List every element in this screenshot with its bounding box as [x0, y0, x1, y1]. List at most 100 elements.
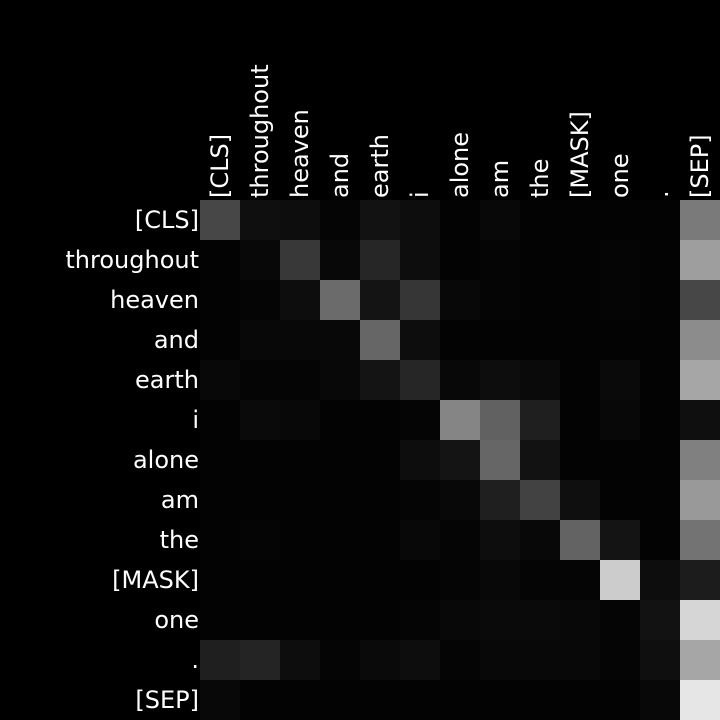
heatmap-cell: [640, 480, 680, 520]
heatmap-cell: [320, 680, 360, 720]
column-token-label: the: [526, 159, 554, 198]
heatmap-cell: [240, 640, 280, 680]
heatmap-cell: [520, 600, 560, 640]
heatmap-cell: [600, 400, 640, 440]
heatmap-cell: [440, 440, 480, 480]
heatmap-cell: [560, 200, 600, 240]
heatmap-cell: [200, 200, 240, 240]
heatmap-cell: [280, 440, 320, 480]
heatmap-cell: [640, 440, 680, 480]
column-token-label: i: [406, 191, 434, 198]
heatmap-cell: [640, 600, 680, 640]
heatmap-cell: [560, 240, 600, 280]
heatmap-cell: [600, 280, 640, 320]
heatmap-cell: [320, 400, 360, 440]
column-token-label: throughout: [246, 64, 274, 198]
heatmap-cell: [680, 480, 720, 520]
heatmap-cell: [440, 200, 480, 240]
heatmap-cell: [520, 200, 560, 240]
heatmap-cell: [560, 360, 600, 400]
heatmap-cell: [680, 200, 720, 240]
heatmap-cell: [360, 200, 400, 240]
heatmap-cell: [640, 680, 680, 720]
heatmap-cell: [360, 680, 400, 720]
heatmap-cell: [400, 640, 440, 680]
heatmap-cell: [680, 440, 720, 480]
heatmap-cell: [280, 480, 320, 520]
row-token-labels: [CLS] throughout heaven and earth i alone am the…: [65, 206, 199, 714]
heatmap-cell: [440, 680, 480, 720]
row-token-label: i: [192, 406, 199, 434]
heatmap-cell: [360, 360, 400, 400]
column-token-label: heaven: [286, 109, 314, 198]
heatmap-cell: [280, 560, 320, 600]
column-token-label: one: [606, 153, 634, 198]
heatmap-cell: [480, 680, 520, 720]
heatmap-cell: [440, 560, 480, 600]
heatmap-cell: [640, 320, 680, 360]
heatmap-cell: [320, 280, 360, 320]
heatmap-cell: [480, 360, 520, 400]
row-token-label: .: [191, 646, 199, 674]
heatmap-cell: [680, 400, 720, 440]
heatmap-cell: [520, 360, 560, 400]
heatmap-cell: [400, 400, 440, 440]
heatmap-cell: [200, 680, 240, 720]
heatmap-cell: [520, 480, 560, 520]
heatmap-cell: [320, 360, 360, 400]
heatmap-cell: [480, 240, 520, 280]
heatmap-cell: [200, 600, 240, 640]
heatmap-cell: [560, 560, 600, 600]
heatmap-cell: [680, 360, 720, 400]
heatmap-cell: [600, 360, 640, 400]
heatmap-cell: [560, 640, 600, 680]
heatmap-cell: [440, 280, 480, 320]
heatmap-cell: [360, 320, 400, 360]
heatmap-cell: [600, 560, 640, 600]
heatmap-cell: [400, 480, 440, 520]
heatmap-cell: [680, 240, 720, 280]
heatmap-cell: [400, 520, 440, 560]
heatmap-cell: [280, 320, 320, 360]
heatmap-cell: [360, 560, 400, 600]
heatmap-cell: [640, 640, 680, 680]
heatmap-cell: [560, 440, 600, 480]
heatmap-cell: [400, 440, 440, 480]
row-token-label: [MASK]: [112, 566, 199, 594]
column-token-label: .: [646, 190, 674, 198]
heatmap-cell: [320, 240, 360, 280]
heatmap-cell: [520, 520, 560, 560]
heatmap-cell: [360, 280, 400, 320]
heatmap-cell: [280, 280, 320, 320]
column-token-label: [MASK]: [566, 111, 594, 198]
heatmap-cell: [360, 480, 400, 520]
heatmap-cell: [240, 520, 280, 560]
heatmap-cell: [400, 280, 440, 320]
heatmap-cell: [240, 480, 280, 520]
heatmap-cell: [600, 240, 640, 280]
column-token-label: [SEP]: [686, 134, 714, 198]
heatmap-cell: [440, 360, 480, 400]
heatmap-cell: [560, 480, 600, 520]
heatmap-cell: [480, 640, 520, 680]
heatmap-cell: [200, 320, 240, 360]
heatmap-cell: [480, 320, 520, 360]
heatmap-cell: [360, 600, 400, 640]
row-token-label: [SEP]: [135, 686, 199, 714]
heatmap-cell: [200, 400, 240, 440]
heatmap-cell: [600, 520, 640, 560]
heatmap-cell: [200, 240, 240, 280]
heatmap-cell: [280, 240, 320, 280]
heatmap-cell: [240, 400, 280, 440]
column-token-label: am: [486, 160, 514, 198]
heatmap-cell: [480, 480, 520, 520]
heatmap-cell: [240, 240, 280, 280]
heatmap-cell: [680, 600, 720, 640]
heatmap-cell: [320, 560, 360, 600]
heatmap-cell: [320, 440, 360, 480]
heatmap-cell: [280, 360, 320, 400]
heatmap-cell: [520, 560, 560, 600]
row-token-label: and: [154, 326, 199, 354]
heatmap-cell: [400, 680, 440, 720]
heatmap-cells: [200, 200, 720, 720]
